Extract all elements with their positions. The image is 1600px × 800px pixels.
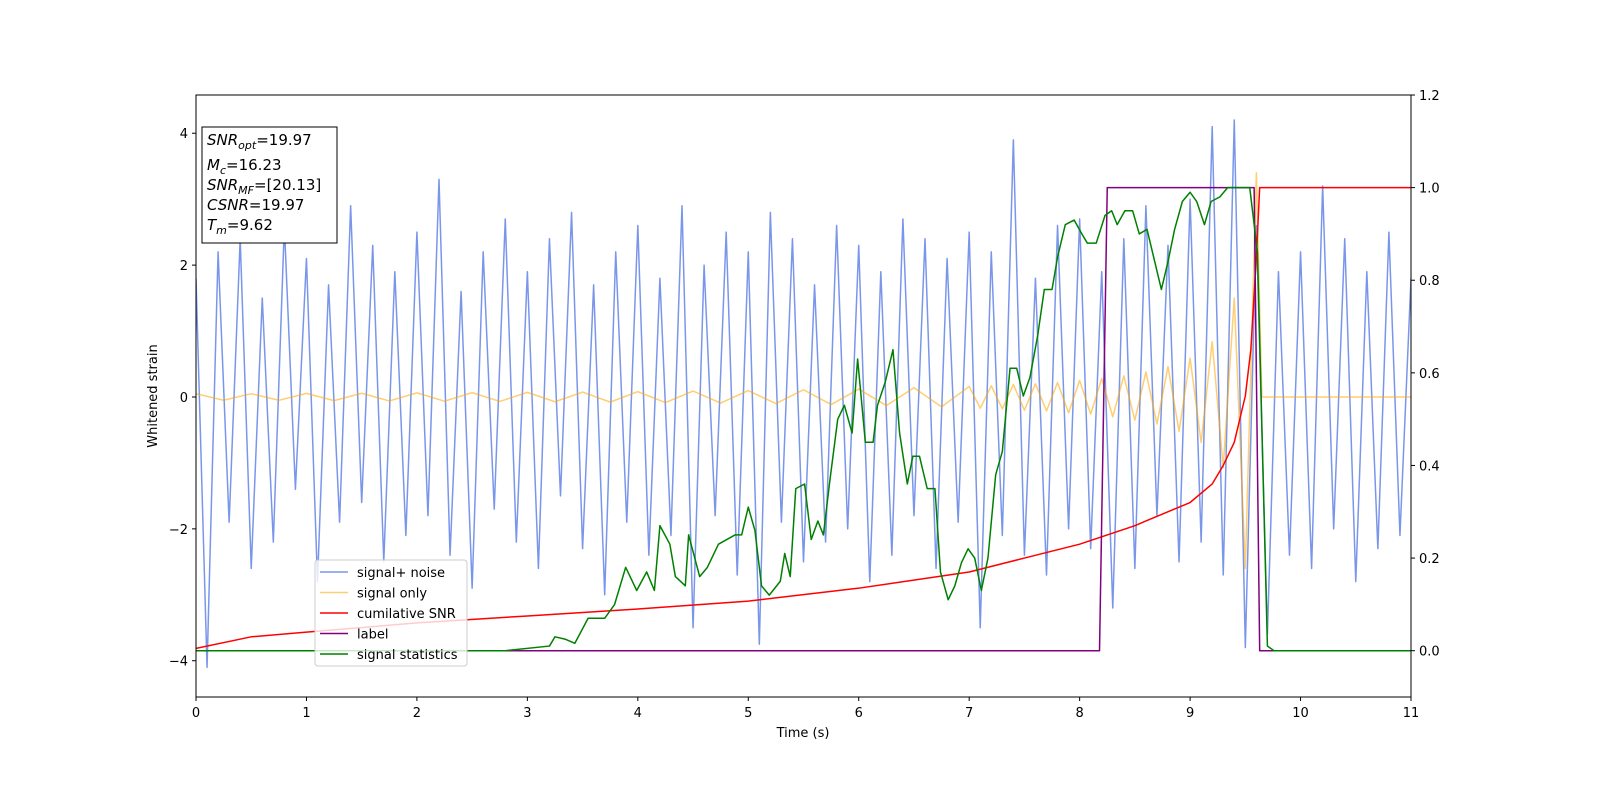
annotation-subscript: MF <box>238 184 254 197</box>
y2-tick-label: 0.0 <box>1419 645 1440 660</box>
annotation-symbol: SNR <box>207 176 238 194</box>
annotation-subscript: m <box>216 224 227 237</box>
x-tick-label: 2 <box>413 706 421 721</box>
y2-tick-label: 0.2 <box>1419 552 1440 567</box>
annotation-value: =19.97 <box>256 131 312 149</box>
y2-tick-label: 0.6 <box>1419 367 1440 382</box>
y2-tick-label: 0.4 <box>1419 459 1440 474</box>
legend-label: label <box>357 628 388 643</box>
y2-tick-label: 1.0 <box>1419 182 1440 197</box>
legend-label: cumilative SNR <box>357 607 456 622</box>
annotation-value: =19.97 <box>249 196 305 214</box>
y2-tick-label: 1.2 <box>1419 89 1440 104</box>
annotation-subscript: opt <box>238 139 257 152</box>
x-tick-label: 3 <box>523 706 531 721</box>
y-tick-label: 4 <box>180 127 188 142</box>
legend-label: signal+ noise <box>357 566 445 581</box>
legend-frame <box>314 559 468 667</box>
legend-label: signal only <box>357 587 427 602</box>
x-tick-label: 1 <box>302 706 310 721</box>
annotation-text: CSNR=19.97 <box>207 196 304 214</box>
annotation-frame <box>201 126 338 244</box>
y-tick-label: 2 <box>180 259 188 274</box>
x-tick-label: 7 <box>965 706 973 721</box>
annotation-text: SNRopt=19.97 <box>207 131 312 152</box>
x-tick-label: 8 <box>1075 706 1083 721</box>
legend-label: signal statistics <box>357 648 458 663</box>
annotation-symbol: M <box>207 156 220 174</box>
y-tick-label: −4 <box>169 655 188 670</box>
y2-tick-label: 0.8 <box>1419 274 1440 289</box>
annotation-symbol: SNR <box>207 131 238 149</box>
x-tick-label: 9 <box>1186 706 1194 721</box>
annotation-symbol: CSNR <box>207 196 249 214</box>
x-axis-label: Time (s) <box>776 726 830 741</box>
y-axis-label: Whitened strain <box>146 344 161 447</box>
annotation-value: =9.62 <box>227 216 273 234</box>
annotation-value: =[20.13] <box>254 176 321 194</box>
x-tick-label: 4 <box>634 706 642 721</box>
x-tick-label: 5 <box>744 706 752 721</box>
annotation-symbol: T <box>207 216 218 234</box>
annotation-subscript: c <box>220 164 226 177</box>
y-tick-label: 0 <box>180 391 188 406</box>
x-tick-label: 10 <box>1292 706 1309 721</box>
plot-frame <box>195 94 1412 698</box>
x-tick-label: 0 <box>192 706 200 721</box>
annotation-text: SNRMF=[20.13] <box>207 176 321 197</box>
annotation-text: Mc=16.23 <box>207 156 282 177</box>
series-line <box>196 186 1411 652</box>
series-line <box>196 172 1411 570</box>
x-tick-label: 6 <box>855 706 863 721</box>
annotation-value: =16.23 <box>226 156 282 174</box>
y-tick-label: −2 <box>169 523 188 538</box>
annotation-box: SNRopt=19.97Mc=16.23SNRMF=[20.13]CSNR=19… <box>201 126 338 244</box>
x-tick-label: 11 <box>1403 706 1420 721</box>
series-line <box>196 119 1411 669</box>
annotation-text: Tm=9.62 <box>207 216 273 237</box>
